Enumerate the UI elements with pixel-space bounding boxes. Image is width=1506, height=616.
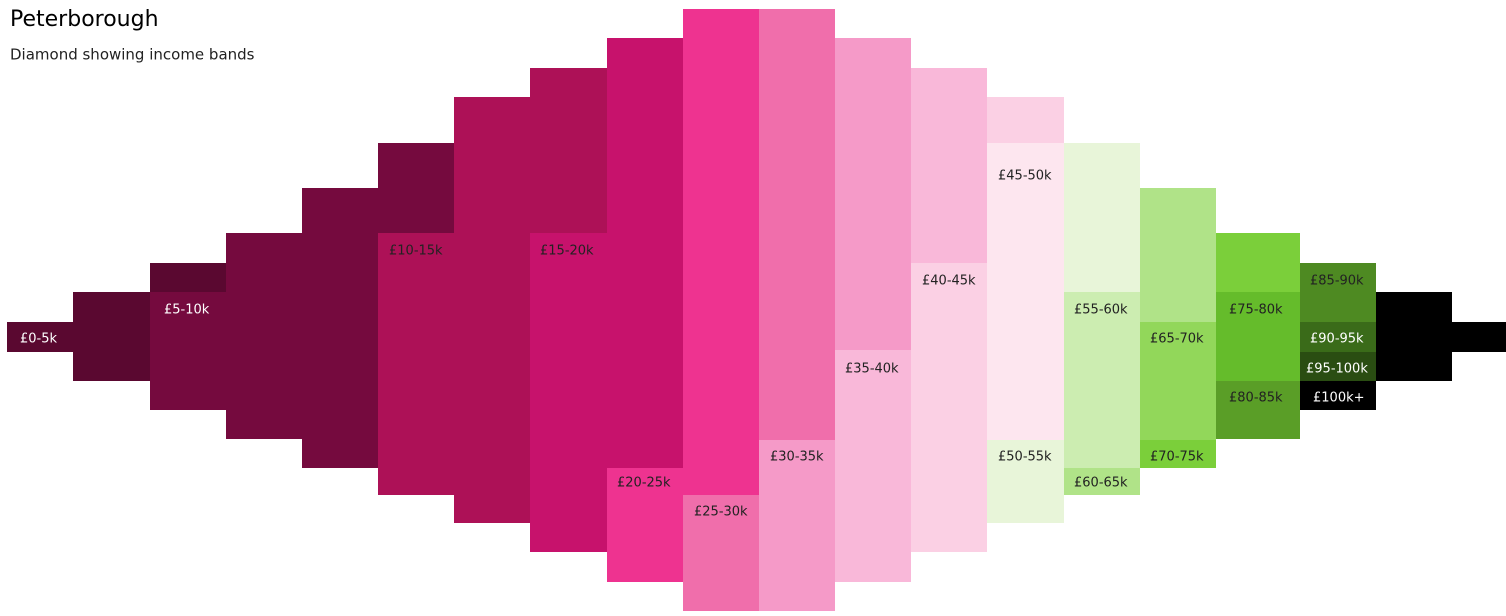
band-segment — [1140, 322, 1216, 440]
band-segment — [1064, 292, 1140, 468]
band-label: £60-65k — [1074, 476, 1128, 491]
band-segment — [835, 38, 911, 350]
band-segment — [683, 495, 759, 611]
band-segment — [1300, 263, 1376, 322]
band-label: £25-30k — [694, 505, 748, 520]
band-segment — [378, 143, 454, 233]
band-segment — [1452, 322, 1506, 352]
band-segment — [1216, 381, 1300, 439]
chart-subtitle: Diamond showing income bands — [10, 46, 255, 64]
band-label: £45-50k — [998, 169, 1052, 184]
band-segment — [911, 263, 987, 552]
band-label: £35-40k — [845, 362, 899, 377]
band-segment — [683, 9, 759, 495]
band-segment — [7, 322, 73, 352]
band-segment — [1376, 292, 1452, 381]
band-segment — [1216, 292, 1300, 381]
band-label: £10-15k — [389, 244, 443, 259]
band-label: £0-5k — [20, 332, 58, 347]
band-segment — [530, 68, 607, 233]
band-segment — [987, 143, 1064, 440]
band-segment — [987, 97, 1064, 143]
band-label: £100k+ — [1313, 391, 1365, 406]
band-segment — [1216, 233, 1300, 292]
band-segment — [987, 440, 1064, 523]
band-segment — [226, 233, 302, 439]
band-segment — [150, 292, 226, 410]
band-segment — [1064, 143, 1140, 292]
band-segment — [1300, 352, 1376, 381]
band-label: £20-25k — [617, 476, 671, 491]
band-label: £40-45k — [922, 274, 976, 289]
band-segment — [454, 97, 530, 523]
band-segment — [378, 233, 454, 495]
band-segment — [1140, 188, 1216, 322]
band-label: £90-95k — [1310, 332, 1364, 347]
band-segment — [1300, 322, 1376, 352]
band-label: £70-75k — [1150, 450, 1204, 465]
band-label: £30-35k — [770, 450, 824, 465]
band-label: £75-80k — [1229, 303, 1283, 318]
band-segment — [911, 68, 987, 263]
band-label: £95-100k — [1306, 362, 1368, 377]
band-label: £85-90k — [1310, 274, 1364, 289]
band-label: £80-85k — [1229, 391, 1283, 406]
band-label: £5-10k — [164, 303, 210, 318]
band-segment — [1064, 468, 1140, 495]
band-segment — [835, 350, 911, 582]
band-segment — [759, 9, 835, 440]
band-label: £15-20k — [540, 244, 594, 259]
chart-title: Peterborough — [10, 7, 159, 32]
band-segment — [73, 292, 150, 381]
band-label: £65-70k — [1150, 332, 1204, 347]
band-segment — [302, 188, 378, 468]
band-segment — [1300, 381, 1376, 410]
band-label: £55-60k — [1074, 303, 1128, 318]
band-segment — [607, 468, 683, 582]
band-segment — [1140, 440, 1216, 468]
band-segment — [759, 440, 835, 611]
band-segment — [150, 263, 226, 292]
band-segment — [530, 233, 607, 552]
band-label: £50-55k — [998, 450, 1052, 465]
band-segment — [607, 38, 683, 468]
